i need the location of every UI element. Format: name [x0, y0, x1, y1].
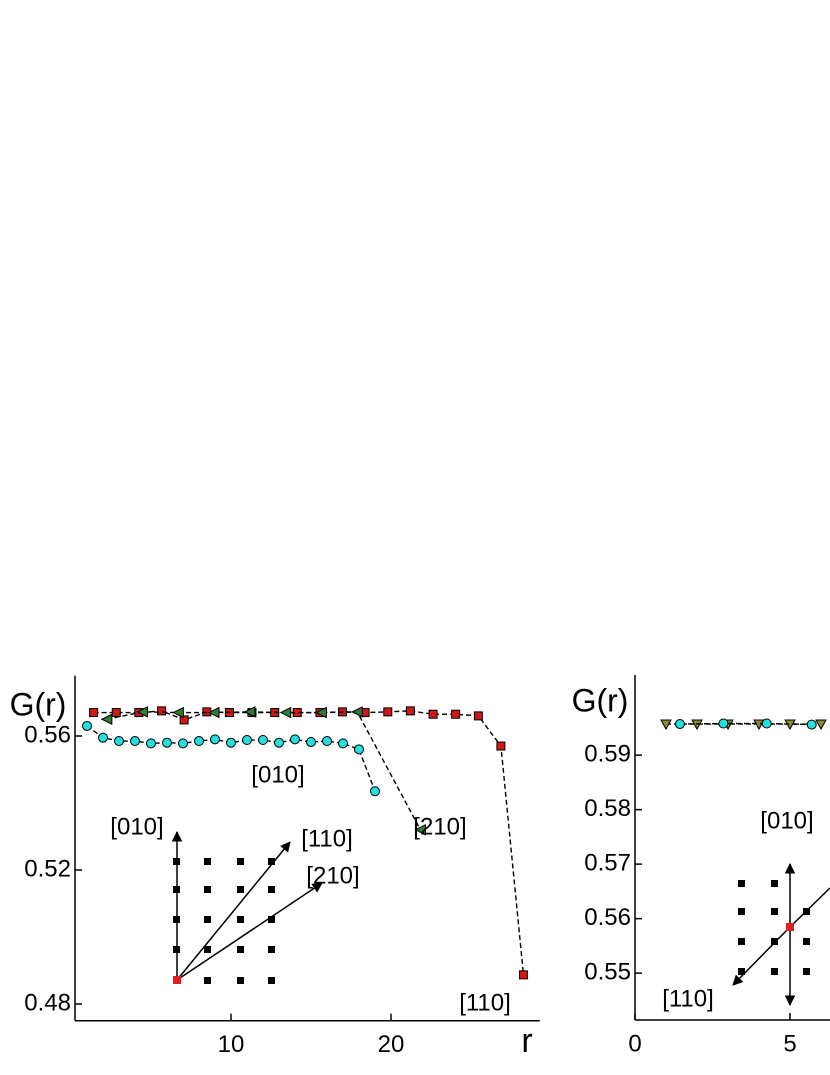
point [111, 708, 121, 718]
point [290, 734, 300, 745]
y-tick-label: 0.48 [24, 989, 71, 1016]
point [338, 738, 348, 749]
y-tick-label: 0.56 [584, 904, 631, 931]
point [315, 706, 327, 719]
point [660, 719, 672, 731]
point [98, 732, 108, 743]
point [194, 736, 204, 747]
point [753, 719, 765, 731]
point [496, 741, 506, 751]
inset-label: [210] [306, 862, 359, 889]
point [451, 709, 461, 719]
point [518, 970, 528, 980]
series-label: [110] [459, 989, 511, 1016]
point [82, 720, 92, 731]
point [130, 736, 140, 747]
point [405, 706, 415, 716]
point [114, 736, 124, 747]
point [354, 744, 364, 755]
inset-lattice [171, 830, 323, 984]
series-label: [210] [413, 813, 466, 840]
point [274, 737, 284, 748]
inset-lattice [732, 862, 830, 1007]
point [815, 719, 827, 731]
point [258, 735, 268, 746]
point [761, 718, 772, 729]
inset-label: [110] [662, 985, 714, 1012]
y-tick-label: 0.58 [584, 795, 631, 822]
point [806, 719, 817, 730]
point [146, 738, 156, 749]
point [279, 706, 292, 719]
inset-label: [010] [760, 807, 813, 834]
series-line [86, 725, 376, 792]
point [351, 706, 363, 718]
point [718, 718, 729, 729]
point [179, 715, 189, 725]
point [178, 738, 188, 749]
y-tick-label: 0.57 [584, 849, 631, 876]
point [157, 706, 167, 716]
y-tick-label: 0.56 [24, 721, 71, 748]
point [473, 711, 483, 721]
series-label: [010] [251, 761, 304, 788]
x-tick-label: 20 [378, 1031, 405, 1058]
point [414, 823, 426, 836]
y-tick-label: 0.55 [584, 958, 631, 985]
point [306, 737, 316, 748]
point [162, 737, 172, 748]
point [691, 719, 703, 731]
point [428, 709, 438, 719]
point [136, 706, 149, 718]
point [172, 706, 184, 719]
series-line [679, 722, 812, 726]
y-axis-label: G(r) [572, 682, 629, 718]
point [370, 786, 380, 797]
x-tick-label: 5 [783, 1030, 796, 1057]
point [226, 737, 236, 748]
x-tick-label: 10 [218, 1031, 245, 1058]
point [243, 706, 256, 718]
inset-label: [010] [110, 813, 163, 840]
x-tick-label: 0 [628, 1030, 641, 1057]
point [674, 719, 685, 730]
inset-label: [110] [301, 825, 353, 852]
point [207, 706, 220, 719]
y-tick-label: 0.59 [584, 740, 631, 767]
point [100, 713, 113, 726]
point [242, 735, 252, 746]
point [383, 707, 393, 717]
x-axis-label: r [521, 1022, 532, 1060]
series-line [106, 711, 422, 831]
point [322, 736, 332, 747]
point [210, 734, 220, 745]
y-tick-label: 0.52 [24, 855, 71, 882]
point [89, 708, 99, 718]
y-axis-label: G(r) [10, 686, 67, 722]
